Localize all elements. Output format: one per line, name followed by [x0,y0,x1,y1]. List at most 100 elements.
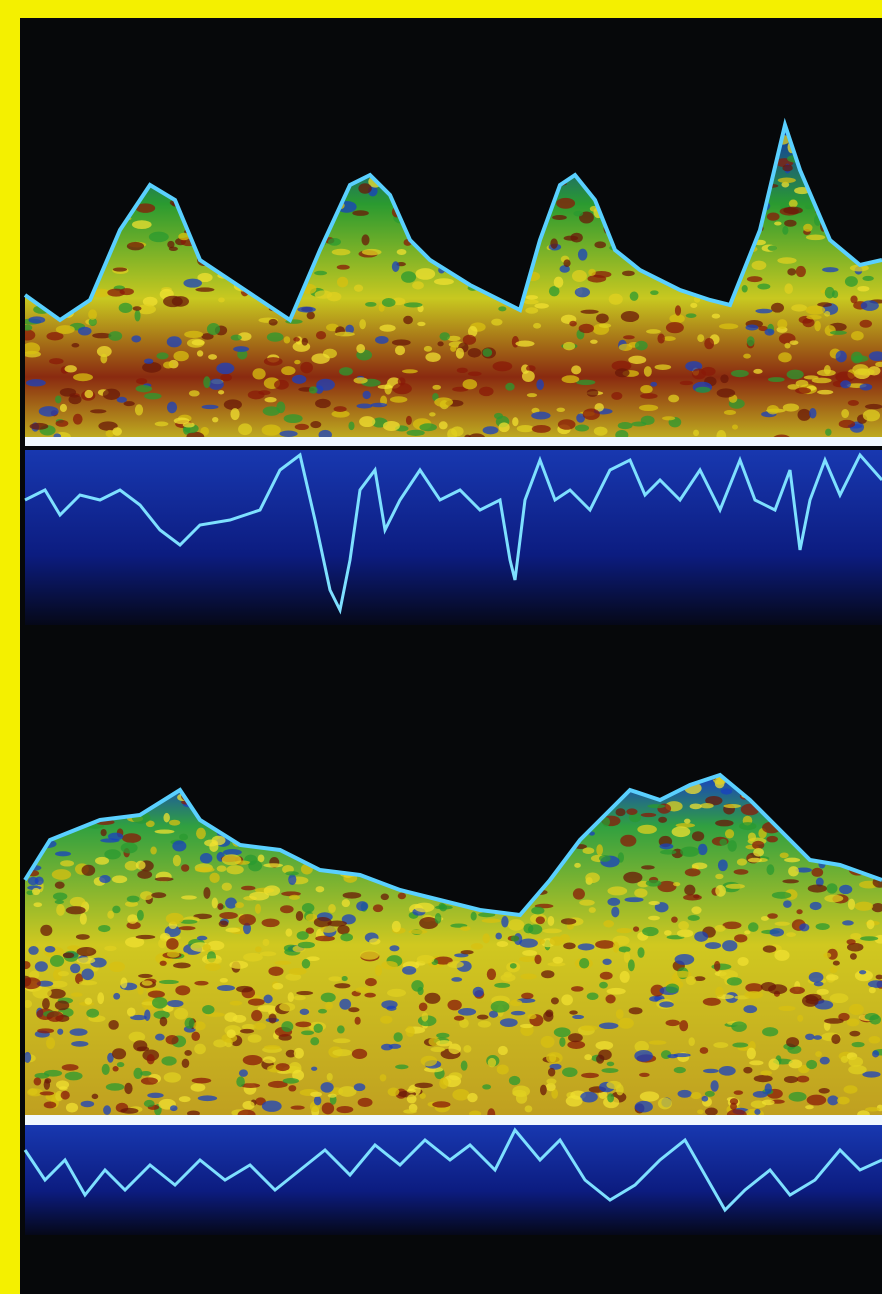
speckle-dot [824,365,831,375]
speckle-dot [553,957,563,964]
speckle-dot [526,295,538,300]
speckle-dot [803,224,812,232]
speckle-dot [155,1034,165,1041]
speckle-dot [302,338,308,346]
speckle-dot [680,847,699,857]
speckle-dot [467,1093,477,1102]
speckle-dot [432,385,441,390]
speckle-dot [768,245,777,250]
speckle-dot [587,993,599,1000]
speckle-dot [248,390,265,399]
speckle-dot [811,868,823,877]
speckle-dot [734,1090,743,1095]
speckle-dot [447,1000,461,1011]
speckle-dot [44,1102,57,1109]
speckle-dot [525,307,538,314]
reverse-flow-area [25,450,882,625]
speckle-dot [388,1087,400,1096]
speckle-dot [845,276,858,287]
speckle-dot [571,986,584,992]
speckle-dot [679,1020,688,1031]
speckle-dot [768,1059,779,1071]
speckle-dot [810,902,822,910]
speckle-dot [755,309,772,314]
speckle-dot [550,936,564,945]
speckle-dot [209,873,219,883]
speckle-dot [437,341,443,346]
speckle-dot [658,1098,672,1110]
speckle-dot [183,279,202,288]
speckle-dot [607,1093,614,1102]
speckle-dot [415,268,435,280]
speckle-dot [142,980,153,985]
speckle-dot [310,421,321,428]
speckle-dot [375,965,382,976]
speckle-dot [717,388,736,397]
speckle-dot [813,1035,822,1040]
speckle-dot [774,221,782,225]
speckle-dot [434,397,453,407]
speckle-dot [634,1050,653,1062]
speckle-dot [673,882,680,886]
speckle-dot [417,955,435,964]
speckle-dot [181,864,189,872]
speckle-dot [686,313,697,318]
speckle-dot [34,1077,42,1085]
speckle-dot [264,397,276,402]
speckle-dot [45,946,56,953]
speckle-dot [784,1076,798,1083]
speckle-dot [448,1044,461,1055]
speckle-dot [417,987,423,995]
speckle-dot [147,1093,163,1098]
speckle-dot [419,1002,428,1011]
speckle-dot [268,966,283,976]
speckle-dot [713,1042,728,1048]
speckle-dot [60,860,74,866]
speckle-dot [666,322,684,333]
speckle-dot [40,1091,54,1095]
speckle-dot [216,363,234,374]
speckle-dot [692,862,708,869]
speckle-dot [219,912,238,919]
speckle-dot [635,1101,653,1113]
speckle-dot [318,1009,327,1014]
speckle-dot [766,836,777,843]
speckle-dot [731,370,749,377]
reverse-flow-area [25,1125,882,1235]
speckle-dot [225,928,240,933]
speckle-dot [337,265,350,270]
speckle-dot [554,1027,571,1037]
speckle-dot [140,891,153,900]
speckle-dot [127,896,140,903]
speckle-dot [402,966,416,975]
speckle-dot [519,938,538,947]
speckle-dot [430,1047,445,1052]
speckle-dot [217,903,223,910]
speckle-dot [491,319,502,326]
speckle-dot [338,1086,356,1097]
speckle-dot [360,950,379,960]
speckle-dot [242,1101,254,1110]
baseline [25,437,882,446]
speckle-dot [488,1058,496,1067]
speckle-dot [814,321,820,331]
speckle-dot [231,335,242,341]
speckle-dot [225,898,237,909]
speckle-dot [846,939,855,945]
speckle-dot [315,290,332,298]
speckle-dot [218,297,225,302]
speckle-dot [169,820,180,826]
speckle-dot [258,854,265,862]
speckle-dot [783,900,792,908]
speckle-dot [573,888,585,899]
speckle-dot [276,1063,290,1071]
speckle-dot [355,987,370,993]
speckle-dot [198,1095,217,1101]
speckle-dot [745,983,762,992]
speckle-dot [688,1037,694,1046]
speckle-dot [583,408,600,419]
speckle-dot [62,1064,79,1071]
speckle-dot [826,974,839,980]
speckle-dot [719,839,727,846]
speckle-dot [328,238,341,246]
